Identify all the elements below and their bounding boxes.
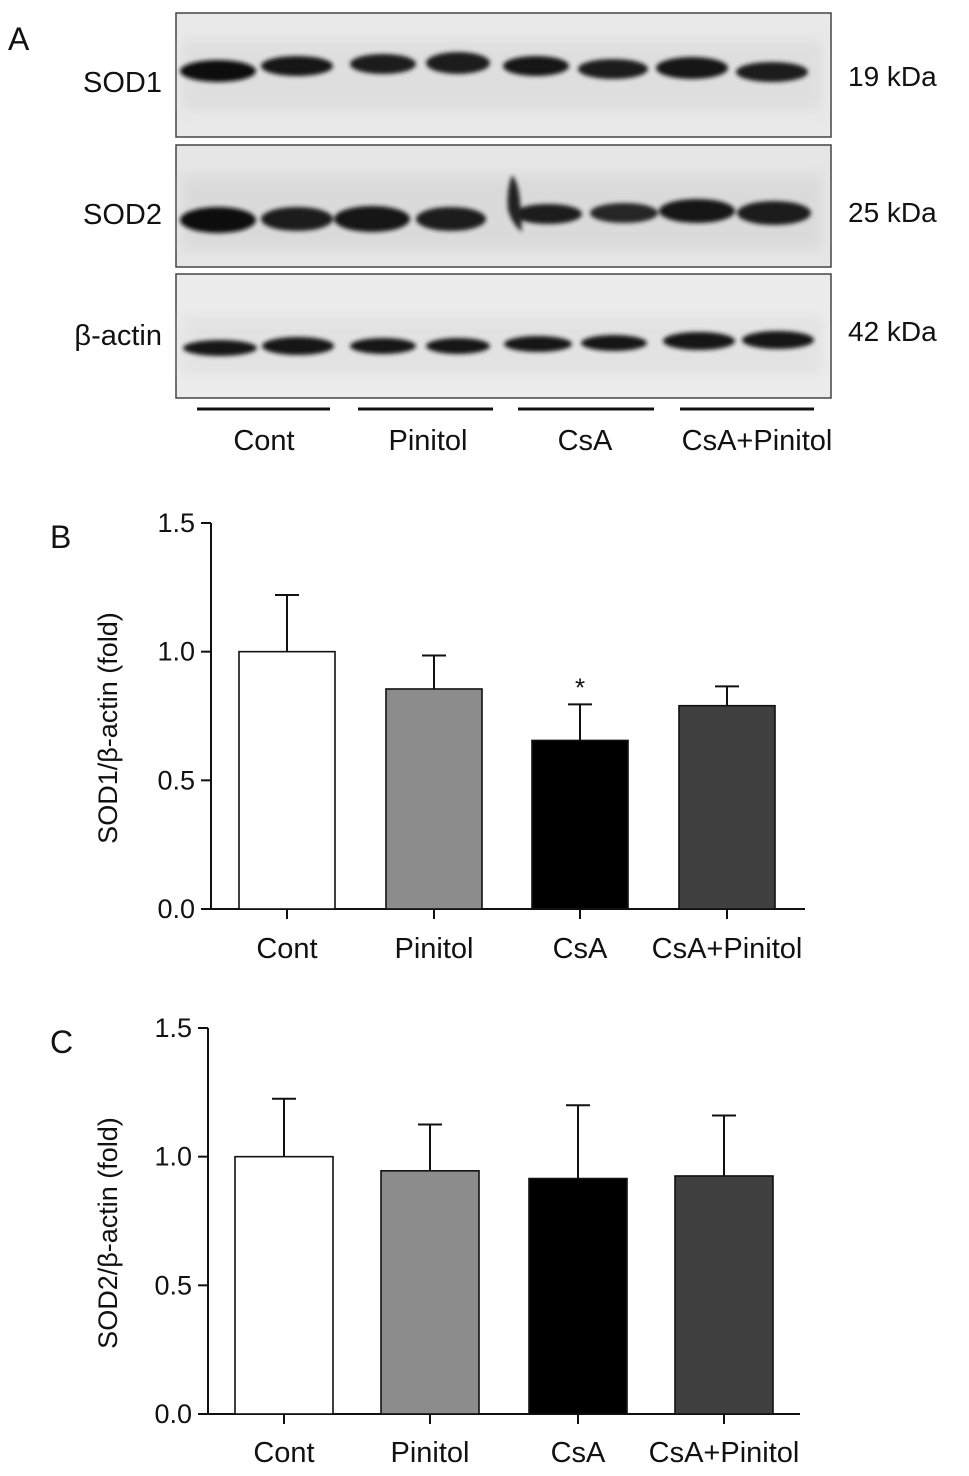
x-category-label: Pinitol — [395, 933, 474, 965]
blot-group-cont: Cont — [233, 425, 294, 457]
bar — [528, 1177, 628, 1415]
band — [261, 207, 333, 231]
band — [334, 206, 410, 232]
band — [261, 56, 333, 76]
blot-group-csa-pinitol: CsA+Pinitol — [682, 425, 833, 457]
y-tick-label: 0.5 — [157, 765, 195, 795]
blot-size-sod2: 25 kDa — [848, 197, 937, 228]
blot-group-pinitol: Pinitol — [389, 425, 468, 457]
panel-letter-a: A — [8, 21, 30, 57]
band — [504, 336, 572, 352]
x-category-label: CsA+Pinitol — [652, 933, 803, 965]
band — [503, 56, 569, 76]
x-category-label: Pinitol — [391, 1437, 470, 1469]
bar — [238, 650, 336, 910]
bar — [380, 1170, 480, 1415]
band — [426, 52, 490, 74]
y-tick-label: 0.0 — [157, 894, 195, 924]
x-category-label: CsA — [551, 1437, 606, 1469]
x-category-label: CsA+Pinitol — [649, 1437, 800, 1469]
band — [350, 54, 416, 74]
band — [180, 207, 256, 233]
y-tick-label: 1.5 — [154, 1013, 192, 1043]
bar — [234, 1155, 334, 1415]
blot-row-label-sod1: SOD1 — [83, 67, 162, 99]
bar — [678, 704, 776, 910]
band — [180, 60, 256, 82]
band — [663, 332, 735, 350]
band — [590, 203, 658, 223]
x-category-label: Cont — [253, 1437, 314, 1469]
band — [416, 207, 486, 231]
bar — [674, 1175, 774, 1415]
significance-marker: * — [575, 672, 585, 702]
band — [737, 201, 811, 225]
y-tick-label: 0.0 — [154, 1399, 192, 1429]
sod1-bar-chart: 0.0 0.5 1.0 1.5 SOD1/β-actin (fold) Cont Pinit… — [93, 508, 805, 965]
band — [736, 62, 808, 82]
y-axis-title: SOD1/β-actin (fold) — [93, 612, 123, 844]
blot-size-actin: 42 kDa — [848, 316, 937, 347]
band — [742, 331, 814, 349]
x-category-label: Cont — [256, 933, 317, 965]
band — [262, 337, 334, 355]
band — [581, 335, 647, 351]
blot-row-label-sod2: SOD2 — [83, 199, 162, 231]
sod2-bar-chart: 0.0 0.5 1.0 1.5 SOD2/β-actin (fold) Cont Pinit… — [93, 1013, 800, 1469]
band — [656, 57, 728, 79]
panel-letter-c: C — [50, 1024, 73, 1060]
y-tick-label: 1.0 — [157, 637, 195, 667]
x-category-label: CsA — [553, 933, 608, 965]
western-blot — [175, 12, 832, 399]
band — [514, 204, 582, 224]
band — [659, 199, 735, 223]
panel-letter-b: B — [50, 519, 71, 555]
y-tick-label: 1.5 — [157, 508, 195, 538]
blot-artifact — [507, 175, 522, 232]
actin-bands — [183, 331, 814, 356]
band — [350, 338, 416, 354]
blot-row-label-actin: β-actin — [74, 320, 162, 352]
band — [578, 59, 648, 79]
blot-size-sod1: 19 kDa — [848, 61, 937, 92]
bar — [531, 739, 629, 910]
band — [426, 338, 490, 354]
bar — [385, 688, 483, 910]
y-axis-title: SOD2/β-actin (fold) — [93, 1117, 123, 1349]
blot-group-csa: CsA — [558, 425, 613, 457]
sod2-bands — [180, 175, 811, 233]
y-tick-label: 1.0 — [154, 1142, 192, 1172]
y-tick-label: 0.5 — [154, 1270, 192, 1300]
sod1-bands — [180, 52, 808, 82]
band — [183, 340, 257, 356]
